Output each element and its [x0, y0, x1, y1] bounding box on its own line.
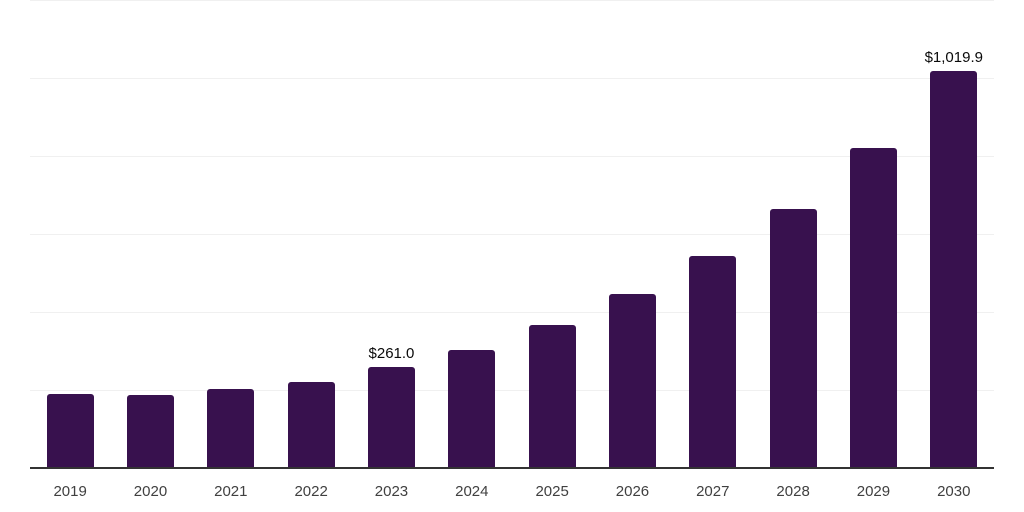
- bar-2028: [769, 209, 817, 469]
- gridline-400: [30, 312, 994, 313]
- bar-2030: [930, 71, 978, 469]
- bar-value-label-2030: $1,019.9: [924, 49, 983, 67]
- bars: $261.0 $1,019.9: [30, 0, 994, 469]
- bar-column-2022: [271, 0, 351, 469]
- bar-value-label-2023: $261.0: [368, 345, 415, 363]
- bar-column-2026: [592, 0, 672, 469]
- x-tick-label-2029: 2029: [856, 483, 891, 500]
- bar-column-2029: [833, 0, 913, 469]
- bar-column-2024: [432, 0, 512, 469]
- x-axis-line: [30, 467, 994, 469]
- bar-column-2028: [753, 0, 833, 469]
- gridline-600: [30, 234, 994, 235]
- bar-2029: [849, 148, 897, 469]
- bar-2024: [448, 350, 496, 469]
- x-tick-label-2021: 2021: [214, 483, 248, 500]
- x-tick-label-2020: 2020: [133, 483, 168, 500]
- bar-column-2023: $261.0: [351, 0, 431, 469]
- bar-2025: [528, 325, 576, 469]
- bar-2022: [287, 381, 335, 469]
- bar-2019: [46, 394, 94, 469]
- bar-column-2020: [110, 0, 190, 469]
- plot-area: $261.0 $1,019.9: [30, 0, 994, 469]
- bar-2023: [367, 367, 415, 469]
- x-tick-label-2026: 2026: [615, 483, 650, 500]
- gridline-1000: [30, 78, 994, 79]
- bar-column-2027: [673, 0, 753, 469]
- bar-2027: [689, 256, 737, 469]
- gridline-800: [30, 156, 994, 157]
- bar-2021: [207, 389, 255, 469]
- x-tick-label-2025: 2025: [535, 483, 569, 500]
- x-tick-label-2022: 2022: [294, 483, 328, 500]
- bar-2020: [126, 395, 174, 469]
- bar-column-2025: [512, 0, 592, 469]
- bar-column-2030: $1,019.9: [914, 0, 994, 469]
- x-tick-label-2028: 2028: [776, 483, 810, 500]
- gridline-200: [30, 390, 994, 391]
- bar-2026: [608, 294, 656, 469]
- x-tick-label-2024: 2024: [455, 483, 489, 500]
- x-tick-label-2019: 2019: [53, 483, 87, 500]
- bar-column-2019: [30, 0, 110, 469]
- bar-column-2021: [191, 0, 271, 469]
- x-axis-labels: 2019 2020 2021 2022 2023 2024 2025 2026 2027 2028…: [30, 469, 994, 512]
- x-tick-label-2027: 2027: [696, 483, 730, 500]
- x-tick-label-2023: 2023: [374, 483, 409, 500]
- x-tick-label-2030: 2030: [937, 483, 971, 500]
- gridline-1200: [30, 0, 994, 1]
